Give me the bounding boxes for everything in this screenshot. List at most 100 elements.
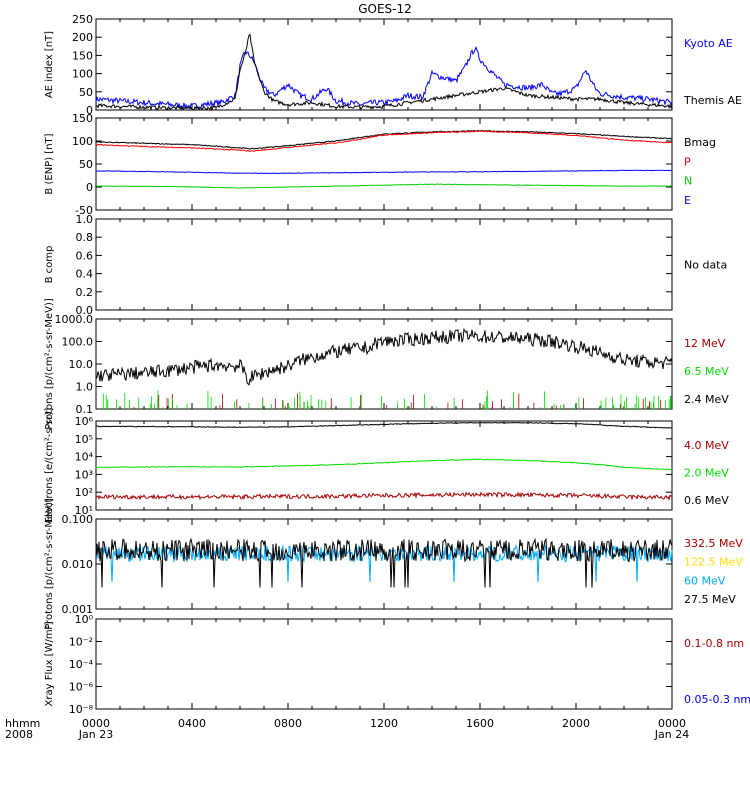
panel-6: 0.001 0.010 0.100 Protons [p/(cm²-s-sr-MeV)…	[44, 498, 743, 630]
panel-frame	[95, 18, 673, 111]
series-line-p	[95, 130, 673, 152]
y-tick-label: 1.0	[76, 213, 94, 226]
y-tick-label: 10³	[75, 468, 93, 481]
y-tick-label: 10⁻⁸	[69, 703, 94, 716]
y-tick-label: 150	[72, 112, 93, 125]
y-axis-label: Xray Flux [W/m²]	[44, 621, 55, 706]
legend-label: Kyoto AE	[684, 37, 733, 50]
y-tick-label: 0.010	[62, 558, 94, 571]
y-tick-label: 150	[72, 49, 93, 62]
y-axis-label: Protons [p/(cm²-s-sr-MeV)]	[44, 298, 55, 430]
legend-label: 6.5 MeV	[684, 365, 729, 378]
x-tick-label: 1600	[466, 717, 494, 730]
series-line-e	[95, 169, 673, 175]
x-tick-label: 2000	[562, 717, 590, 730]
x-tick-label: 0000	[658, 717, 686, 730]
legend-label: 4.0 MeV	[684, 439, 729, 452]
y-axis-label: Electrons [e/(cm²-s-sr)]	[44, 408, 55, 524]
panel-1: 0 50 100 150 200 250 AE index [nT] Kyoto AE Them…	[44, 13, 742, 117]
y-axis-label: AE index [nT]	[44, 31, 55, 98]
y-tick-label: 0	[86, 181, 93, 194]
panel-3: 0.0 0.2 0.4 0.6 0.8 1.0 B comp No data	[44, 213, 727, 317]
y-tick-label: 10.0	[69, 358, 94, 371]
y-tick-label: 10⁻⁴	[69, 658, 94, 671]
y-tick-label: 50	[79, 86, 93, 99]
x-corner-label-time: hhmm	[5, 717, 40, 730]
panel-frame	[95, 318, 673, 410]
y-axis-label: B (ENP) [nT]	[44, 133, 55, 194]
y-tick-label: 200	[72, 31, 93, 44]
y-tick-label: 50	[79, 158, 93, 171]
y-tick-label: 10⁵	[75, 433, 93, 446]
y-tick-label: 10²	[75, 486, 93, 499]
y-tick-label: 10⁶	[75, 415, 94, 428]
x-tick-label: 0800	[274, 717, 302, 730]
series-line-2-0-mev	[95, 458, 673, 471]
series-line-4-0-mev	[95, 491, 673, 501]
y-tick-label: 10⁻²	[69, 636, 93, 649]
y-tick-label: 1.0	[76, 381, 94, 394]
panel-frame	[95, 117, 673, 211]
legend-label: 0.6 MeV	[684, 494, 729, 507]
series-line-2-4-mev	[95, 327, 673, 386]
y-tick-label: 0.4	[76, 268, 94, 281]
y-tick-label: 0.0	[76, 304, 94, 317]
legend-label: N	[684, 175, 692, 188]
x-tick-label: 0000	[82, 717, 110, 730]
y-tick-label: 10⁴	[75, 451, 94, 464]
y-tick-label: 0.1	[76, 403, 94, 416]
y-tick-label: 100	[72, 68, 93, 81]
panels: 0 50 100 150 200 250 AE index [nT] Kyoto AE Them…	[44, 13, 750, 716]
legend-label: 0.05-0.3 nm	[684, 693, 750, 706]
legend-label: 12 MeV	[684, 337, 726, 350]
y-axis-label: Protons [p/(cm²-s-sr-MeV)]	[44, 498, 55, 630]
legend-label: 60 MeV	[684, 574, 726, 587]
legend-label: 122.5 MeV	[684, 556, 743, 569]
y-tick-label: 0.6	[76, 249, 94, 262]
panel-7: 10⁻⁸ 10⁻⁶ 10⁻⁴ 10⁻² 10⁰ Xray Flux [W/m²] 0.1-0…	[44, 613, 750, 716]
legend-label: E	[684, 194, 691, 207]
series-line-kyoto-ae	[95, 46, 673, 111]
x-date-label: Jan 23	[78, 728, 113, 741]
x-tick-label: 1200	[370, 717, 398, 730]
legend-label: 2.0 MeV	[684, 467, 729, 480]
y-tick-label: 10⁻⁶	[69, 681, 94, 694]
legend-label: 332.5 MeV	[684, 537, 743, 550]
x-tick-label: 0400	[178, 717, 206, 730]
legend-label: P	[684, 155, 691, 168]
chart-title: GOES-12	[358, 2, 412, 16]
y-tick-label: 0.001	[62, 603, 94, 616]
x-date-label: Jan 24	[654, 728, 689, 741]
y-tick-label: 0.8	[76, 231, 94, 244]
legend-label: 0.1-0.8 nm	[684, 637, 744, 650]
series-line-n	[95, 183, 673, 189]
legend-label: 2.4 MeV	[684, 393, 729, 406]
y-tick-label: 100.0	[62, 336, 94, 349]
y-tick-label: 0.2	[76, 286, 94, 299]
panel-frame	[95, 618, 673, 710]
y-tick-label: 10¹	[75, 504, 93, 517]
legend-label: Themis AE	[683, 94, 742, 107]
series-line-themis-ae	[95, 33, 673, 112]
y-tick-label: 10⁰	[75, 613, 94, 626]
legend-label: Bmag	[684, 136, 716, 149]
x-corner-label-year: 2008	[5, 728, 33, 741]
panel-5: 10¹ 10² 10³ 10⁴ 10⁵ 10⁶ Electrons [e/(cm²-s-sr…	[44, 408, 729, 524]
y-tick-label: 0	[86, 104, 93, 117]
panel-2: -50 0 50 100 150 B (ENP) [nT] Bmag PNE	[44, 112, 716, 217]
y-tick-label: 250	[72, 13, 93, 26]
y-axis-label: B comp	[44, 246, 55, 284]
panel-frame	[95, 218, 673, 311]
series-line-0-6-mev	[95, 421, 673, 429]
no-data-label: No data	[684, 259, 727, 272]
y-tick-label: 100	[72, 135, 93, 148]
y-tick-label: 0.100	[62, 513, 94, 526]
legend-label: 27.5 MeV	[684, 593, 736, 606]
series-line-bmag	[95, 129, 673, 150]
series-line-27-5-mev	[95, 537, 673, 588]
y-tick-label: -50	[75, 204, 93, 217]
y-tick-label: 1000.0	[55, 313, 94, 326]
